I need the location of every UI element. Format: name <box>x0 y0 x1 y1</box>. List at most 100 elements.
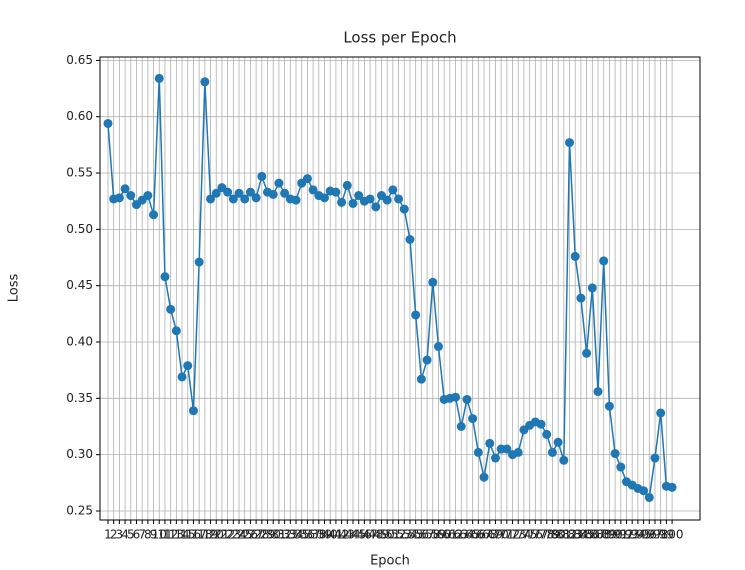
point <box>559 455 569 465</box>
point <box>553 437 563 447</box>
x-tick-label: 9 <box>150 528 158 542</box>
point <box>604 401 614 411</box>
point <box>667 482 677 492</box>
x-tick-label: 20 <box>209 528 224 542</box>
point <box>502 444 512 454</box>
point <box>656 408 666 418</box>
point <box>206 194 216 204</box>
point <box>485 438 495 448</box>
x-tick-label: 13 <box>169 528 184 542</box>
point <box>382 195 392 205</box>
point <box>211 188 221 198</box>
x-tick-label: 31 <box>271 528 286 542</box>
y-tick-label: 0.45 <box>66 278 93 292</box>
point <box>473 447 483 457</box>
point <box>547 447 557 457</box>
x-tick-label: 69 <box>488 528 503 542</box>
point <box>177 372 187 382</box>
point <box>234 188 244 198</box>
x-tick-label: 52 <box>391 528 406 542</box>
x-tick-label: 38 <box>311 528 326 542</box>
x-tick-label: 86 <box>585 528 600 542</box>
point <box>587 283 597 293</box>
point <box>354 191 364 201</box>
point <box>126 191 136 201</box>
x-tick-label: 37 <box>305 528 320 542</box>
point <box>223 187 233 197</box>
x-tick-label: 80 <box>550 528 565 542</box>
x-tick-label: 26 <box>243 528 258 542</box>
y-axis-label: Loss <box>7 274 22 303</box>
point <box>166 304 176 314</box>
x-tick-label: 35 <box>294 528 309 542</box>
point <box>456 421 466 431</box>
chart-title: Loss per Epoch <box>343 29 456 47</box>
x-tick-label: 11 <box>157 528 172 542</box>
x-tick-label: 74 <box>516 528 531 542</box>
point <box>154 73 164 83</box>
point <box>479 472 489 482</box>
x-tick-label: 98 <box>653 528 668 542</box>
point <box>245 187 255 197</box>
x-tick-label: 99 <box>659 528 674 542</box>
x-tick-label: 97 <box>647 528 662 542</box>
x-tick-label: 40 <box>323 528 338 542</box>
x-tick-label: 34 <box>288 528 303 542</box>
point <box>451 392 461 402</box>
x-tick-label: 60 <box>437 528 452 542</box>
point <box>576 293 586 303</box>
x-tick-label: 28 <box>254 528 269 542</box>
point <box>257 171 267 181</box>
point <box>405 234 415 244</box>
x-tick-label: 87 <box>590 528 605 542</box>
point <box>143 191 153 201</box>
point <box>371 202 381 212</box>
x-tick-label: 79 <box>545 528 560 542</box>
x-tick-label: 58 <box>425 528 440 542</box>
point <box>565 138 575 148</box>
point <box>348 198 358 208</box>
point <box>114 193 124 203</box>
x-tick-label: 82 <box>562 528 577 542</box>
x-tick-label: 61 <box>442 528 457 542</box>
point <box>462 394 472 404</box>
x-tick-label: 65 <box>465 528 480 542</box>
x-tick-label: 84 <box>573 528 588 542</box>
x-tick-label: 63 <box>454 528 469 542</box>
x-tick-label: 83 <box>568 528 583 542</box>
point <box>542 429 552 439</box>
x-tick-label: 91 <box>613 528 628 542</box>
point <box>616 462 626 472</box>
y-tick-label: 0.55 <box>66 166 93 180</box>
point <box>599 256 609 266</box>
line <box>107 78 673 500</box>
x-tick-label: 36 <box>300 528 315 542</box>
point <box>513 447 523 457</box>
y-tick-label: 0.35 <box>66 391 93 405</box>
point <box>639 486 649 496</box>
point <box>582 348 592 358</box>
x-tick-label: 8 <box>144 528 152 542</box>
x-tick-label: 25 <box>237 528 252 542</box>
x-tick-label: 21 <box>214 528 229 542</box>
x-tick-label: 5 <box>127 528 135 542</box>
x-tick-label: 88 <box>596 528 611 542</box>
x-tick-label: 18 <box>197 528 212 542</box>
plot-frame <box>99 56 701 521</box>
point <box>570 251 580 261</box>
x-tick-label: 47 <box>362 528 377 542</box>
point <box>468 414 478 424</box>
y-tick-label: 0.25 <box>66 503 93 517</box>
x-tick-label: 7 <box>138 528 146 542</box>
x-tick-label: 94 <box>630 528 645 542</box>
x-tick-label: 90 <box>607 528 622 542</box>
x-tick-label: 81 <box>556 528 571 542</box>
y-tick-label: 0.40 <box>66 335 93 349</box>
x-tick-label: 57 <box>419 528 434 542</box>
x-tick-label: 3 <box>116 528 124 542</box>
x-tick-label: 75 <box>522 528 537 542</box>
x-tick-label: 33 <box>283 528 298 542</box>
x-tick-label: 29 <box>260 528 275 542</box>
x-tick-label: 67 <box>476 528 491 542</box>
x-tick-label: 48 <box>368 528 383 542</box>
